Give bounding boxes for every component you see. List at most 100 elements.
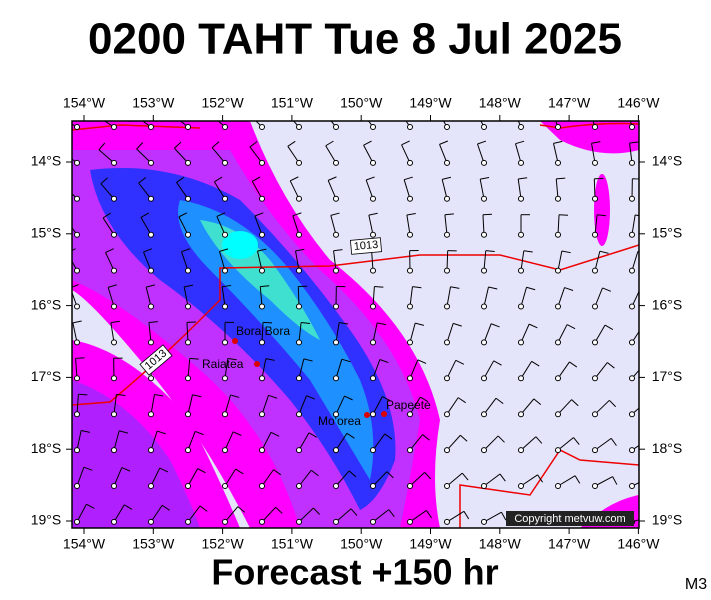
lat-label: 18°S xyxy=(31,440,62,456)
lon-label: 152°W xyxy=(202,536,245,552)
barb-station xyxy=(407,339,413,346)
barb-station xyxy=(444,483,450,489)
barb-flag xyxy=(377,322,387,326)
barb-staff xyxy=(557,250,563,271)
barb-station xyxy=(333,483,339,489)
barb-flag xyxy=(154,394,164,397)
lat-label: 17°S xyxy=(31,368,62,384)
barb-staff xyxy=(136,148,152,164)
barb-station xyxy=(555,447,561,454)
barb-flag xyxy=(365,176,375,181)
barb-staff xyxy=(446,510,465,523)
barb-staff xyxy=(110,322,115,343)
barb-flag xyxy=(292,212,302,217)
barb-station xyxy=(629,447,635,454)
barb-staff xyxy=(446,286,451,307)
barb-flag xyxy=(485,250,495,252)
barb-station xyxy=(259,195,265,202)
barb-flag xyxy=(306,395,316,400)
barb-station xyxy=(407,518,413,525)
barb-staff xyxy=(289,180,300,200)
barb-station xyxy=(407,231,413,238)
barb-staff xyxy=(409,359,419,379)
isobar-label: 1013 xyxy=(350,237,382,255)
barb-station xyxy=(481,124,487,130)
barb-staff xyxy=(330,215,337,235)
lat-label: 14°S xyxy=(652,153,683,169)
barb-staff xyxy=(631,330,639,343)
barb-flag xyxy=(232,431,242,436)
place-label: Bora Bora xyxy=(236,324,290,338)
barb-flag xyxy=(374,286,384,288)
barb-station xyxy=(74,483,80,489)
barb-staff xyxy=(335,395,345,415)
lon-label: 154°W xyxy=(63,95,106,111)
forecast-label: Forecast +150 hr xyxy=(211,552,498,593)
barb-flag xyxy=(412,286,422,289)
barb-flag xyxy=(254,212,264,217)
barb-station xyxy=(407,483,413,489)
barb-station xyxy=(296,518,302,525)
lon-label: 151°W xyxy=(271,95,314,111)
barb-flag xyxy=(488,286,498,290)
barb-staff xyxy=(105,252,115,271)
barb-station xyxy=(222,231,228,238)
lat-label: 16°S xyxy=(31,296,62,312)
barb-staff xyxy=(409,510,427,523)
lat-label: 19°S xyxy=(31,512,62,528)
barb-flag xyxy=(303,358,313,362)
barb-flag xyxy=(327,176,337,181)
barb-staff xyxy=(72,158,78,164)
barb-flag xyxy=(339,322,349,325)
barb-station xyxy=(481,411,487,418)
barb-station xyxy=(74,159,80,166)
barb-station xyxy=(592,231,598,238)
barb-staff xyxy=(631,407,639,415)
barb-staff xyxy=(179,121,189,128)
barb-station xyxy=(148,124,154,130)
barb-station xyxy=(407,195,413,202)
barb-station xyxy=(407,303,413,310)
barb-station xyxy=(148,447,154,454)
barb-station xyxy=(74,303,80,310)
barb-staff xyxy=(217,121,226,128)
barb-staff xyxy=(594,214,598,235)
barb-staff xyxy=(365,179,374,199)
barb-staff xyxy=(520,323,530,343)
barb-station xyxy=(592,483,598,489)
barb-staff xyxy=(520,287,527,307)
barb-flag xyxy=(105,248,114,253)
barb-staff xyxy=(629,142,633,163)
barb-flag xyxy=(602,287,612,292)
barb-station xyxy=(370,303,376,310)
barb-staff xyxy=(107,287,115,307)
barb-staff xyxy=(221,286,226,307)
barb-station xyxy=(259,124,265,130)
barb-station xyxy=(518,447,524,454)
barb-flag xyxy=(499,473,506,482)
barb-station xyxy=(518,375,524,382)
barb-staff xyxy=(593,178,596,199)
barb-station xyxy=(407,411,413,418)
barb-station xyxy=(148,518,154,525)
barb-staff xyxy=(76,504,87,523)
barb-flag xyxy=(647,401,653,408)
barb-flag xyxy=(480,176,490,180)
barb-station xyxy=(555,411,561,418)
barb-flag xyxy=(222,284,232,288)
barb-staff xyxy=(483,360,495,379)
barb-staff xyxy=(557,475,576,487)
barb-staff xyxy=(372,509,390,523)
barb-station xyxy=(629,375,635,382)
barb-station xyxy=(185,267,191,274)
barb-station xyxy=(444,518,450,525)
barb-staff xyxy=(372,396,383,415)
barb-station xyxy=(74,518,80,525)
barb-staff xyxy=(298,432,310,451)
barb-station xyxy=(296,411,302,418)
barb-station xyxy=(555,159,561,166)
barb-flag xyxy=(422,434,430,441)
map-area: Bora Bora Raiatea Mo'orea Papeete 1013 1… xyxy=(72,121,653,528)
barb-station xyxy=(185,483,191,489)
barb-station xyxy=(111,518,117,525)
